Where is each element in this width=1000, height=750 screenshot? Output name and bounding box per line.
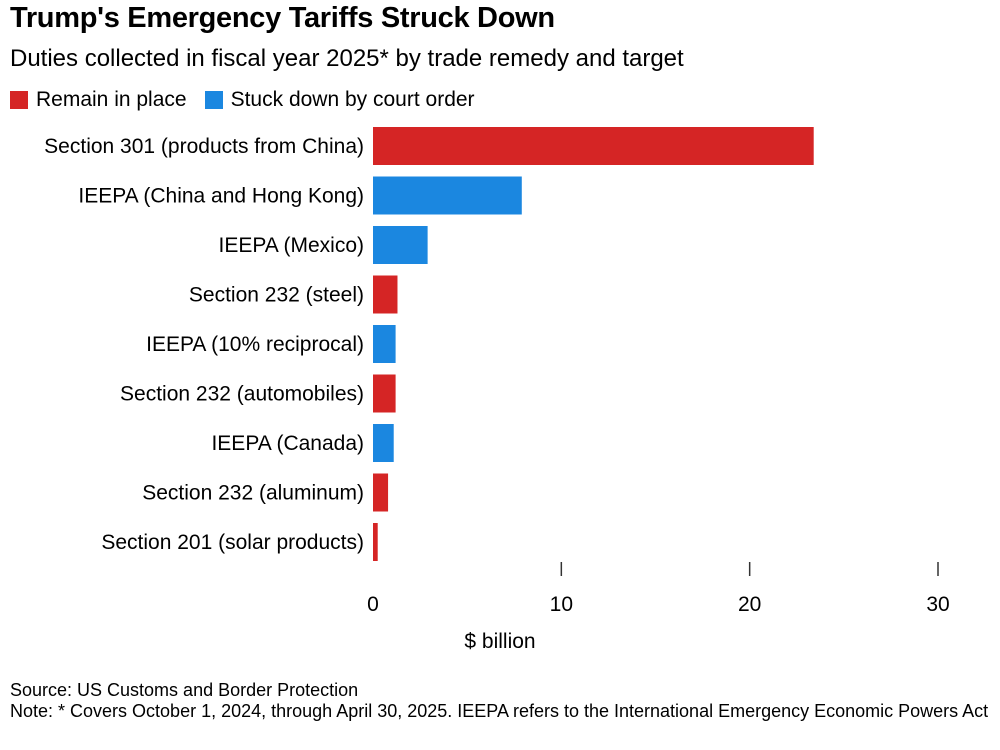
bar [373,176,522,215]
bar-chart: Section 301 (products from China) IEEPA (… [44,127,950,653]
footnote: Note: * Covers October 1, 2024, through … [10,701,989,721]
category-label: Section 232 (automobiles) [120,383,364,406]
category-label: IEEPA (China and Hong Kong) [78,185,364,208]
chart-subtitle: Duties collected in fiscal year 2025* by… [10,45,684,72]
category-label: Section 232 (steel) [189,284,364,307]
bar [373,275,398,314]
tick-label: 0 [367,593,379,616]
category-label: IEEPA (Canada) [211,432,364,455]
bar [373,374,396,413]
legend-swatch-struck [204,91,223,109]
legend-label-struck: Stuck down by court order [230,88,475,111]
chart-title: Trump's Emergency Tariffs Struck Down [10,2,555,34]
category-label: Section 301 (products from China) [44,135,364,158]
category-label: Section 201 (solar products) [101,531,364,554]
category-label: Section 232 (aluminum) [142,482,364,505]
source-note: Source: US Customs and Border Protection [10,680,359,700]
legend-swatch-remain [10,91,28,109]
bar [373,325,396,363]
legend: Remain in place Stuck down by court orde… [10,88,493,112]
legend-item-struck: Stuck down by court order [204,88,475,112]
bar [373,226,428,264]
bar [373,127,814,165]
bar [373,473,389,512]
tick-label: 30 [926,593,949,616]
bar [373,523,378,561]
tick-label: 20 [738,593,761,616]
x-axis-label: $ billion [464,630,535,653]
legend-label-remain: Remain in place [36,88,187,111]
category-label: IEEPA (10% reciprocal) [146,333,364,356]
tick-label: 10 [550,593,573,616]
footer: Source: US Customs and Border Protection… [10,680,988,722]
category-label: IEEPA (Mexico) [219,234,364,257]
bar [373,424,394,462]
legend-item-remain: Remain in place [10,88,187,112]
